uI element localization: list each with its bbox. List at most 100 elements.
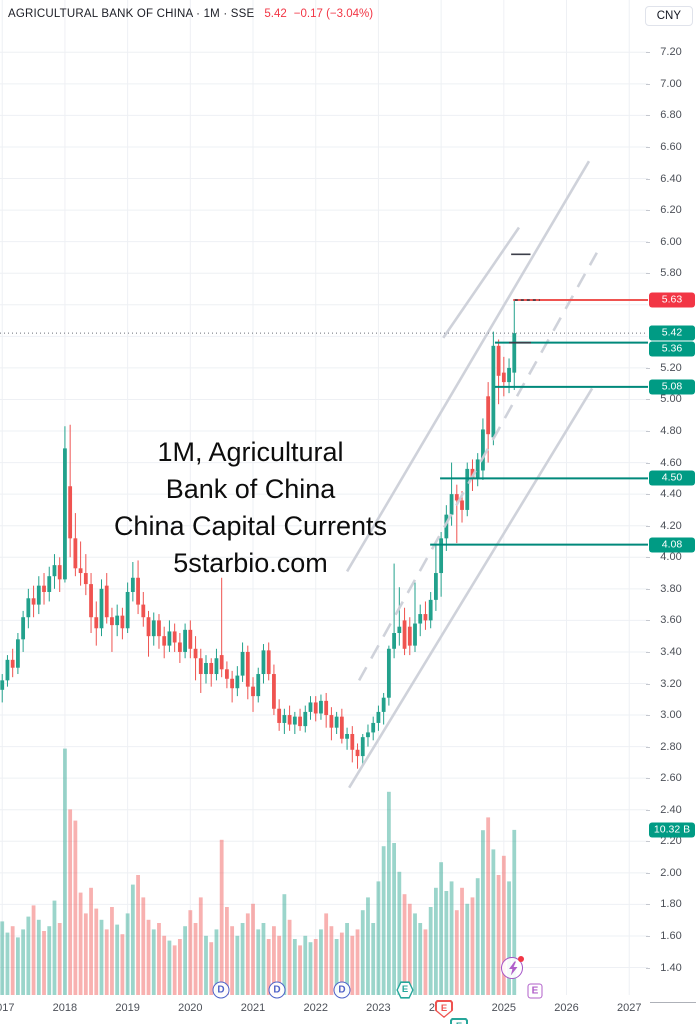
- price-axis-tick: [646, 494, 650, 496]
- price-axis-label: 1.60: [660, 929, 682, 942]
- time-axis-label: 2017: [0, 1002, 15, 1014]
- watermark-title: 1M, Agricultural Bank of China China Cap…: [88, 434, 413, 582]
- price-level-badge: 5.08: [649, 379, 695, 395]
- time-axis-label: 2020: [178, 1002, 203, 1014]
- time-axis-label: 2021: [240, 1002, 266, 1014]
- price-axis-label: 1.80: [660, 898, 682, 911]
- event-marker-d-icon[interactable]: D: [333, 981, 351, 999]
- event-marker-d-icon[interactable]: D: [212, 981, 230, 999]
- volume-bars: [0, 748, 517, 995]
- symbol-title[interactable]: AGRICULTURAL BANK OF CHINA · 1M · SSE: [8, 8, 255, 20]
- event-marker-e-icon[interactable]: E: [450, 1018, 468, 1024]
- price-axis-tick: [646, 178, 650, 180]
- price-axis-tick: [646, 557, 650, 559]
- price-level-badge: 5.63: [649, 292, 695, 308]
- price-axis-label: 4.60: [660, 456, 682, 469]
- ink-marks: [509, 253, 540, 344]
- event-marker-e-icon[interactable]: E: [527, 983, 543, 999]
- price-axis-label: 6.80: [660, 109, 682, 122]
- time-axis-label: 2027: [616, 1002, 642, 1014]
- watermark-line: Bank of China: [165, 474, 336, 504]
- price-axis-label: 3.20: [660, 677, 682, 690]
- price-axis-label: 7.20: [660, 46, 682, 59]
- price-axis-tick: [646, 904, 650, 906]
- price-axis-tick: [646, 52, 650, 54]
- price-axis-label: 4.40: [660, 488, 682, 501]
- price-axis-tick: [646, 241, 650, 243]
- price-axis-tick: [646, 115, 650, 117]
- price-axis-tick: [646, 525, 650, 527]
- price-axis-tick: [646, 872, 650, 874]
- price-axis-label: 6.20: [660, 204, 682, 217]
- price-axis-label: 3.60: [660, 614, 682, 627]
- watermark-line: China Capital Currents: [113, 511, 388, 541]
- price-axis-label: 1.40: [660, 961, 682, 974]
- price-axis-label: 3.00: [660, 709, 682, 722]
- trend-channel-lines: [345, 160, 598, 789]
- watermark-line: 5starbio.com: [173, 548, 328, 578]
- price-level-badge: 5.36: [649, 341, 695, 357]
- chart-legend: AGRICULTURAL BANK OF CHINA · 1M · SSE 5.4…: [8, 8, 373, 20]
- price-axis-tick: [646, 683, 650, 685]
- event-marker-e-icon[interactable]: E: [435, 1000, 453, 1018]
- price-axis-label: 6.00: [660, 235, 682, 248]
- price-axis-label: 2.00: [660, 866, 682, 879]
- price-axis-label: 4.00: [660, 551, 682, 564]
- price-axis-label: 5.20: [660, 361, 682, 374]
- price-axis-label: 5.00: [660, 393, 682, 406]
- lightning-event-icon[interactable]: [501, 956, 524, 979]
- price-axis-tick: [646, 273, 650, 275]
- price-axis-label: 4.20: [660, 519, 682, 532]
- price-axis-tick: [646, 588, 650, 590]
- price-axis-tick: [646, 967, 650, 969]
- time-axis-label: 2023: [366, 1002, 391, 1014]
- price-axis-tick: [646, 399, 650, 401]
- price-axis-tick: [646, 651, 650, 653]
- price-axis-tick: [646, 462, 650, 464]
- price-axis-tick: [646, 367, 650, 369]
- price-axis-tick: [646, 83, 650, 85]
- price-level-badge: 4.08: [649, 537, 695, 553]
- axis-corner-divider: [650, 1002, 696, 1003]
- time-axis-label: 2026: [554, 1002, 579, 1014]
- volume-badge: 10.32 B: [649, 822, 695, 838]
- price-axis-tick: [646, 620, 650, 622]
- last-price: 5.42: [264, 8, 287, 20]
- time-axis-label: 2019: [115, 1002, 140, 1014]
- price-axis-tick: [646, 778, 650, 780]
- price-axis-label: 2.80: [660, 740, 682, 753]
- price-axis-tick: [646, 809, 650, 811]
- price-axis-tick: [646, 715, 650, 717]
- current-price-badge: 5.42: [649, 325, 695, 341]
- price-level-badge: 4.50: [649, 470, 695, 486]
- watermark-line: 1M, Agricultural: [157, 437, 344, 467]
- price-axis-label: 5.80: [660, 267, 682, 280]
- time-axis-label: 2018: [52, 1002, 78, 1014]
- price-axis-tick: [646, 935, 650, 937]
- price-axis-tick: [646, 746, 650, 748]
- currency-button[interactable]: CNY: [644, 6, 693, 26]
- time-axis-label: 2022: [303, 1002, 328, 1014]
- price-axis-label: 3.80: [660, 582, 682, 595]
- price-axis-label: 7.00: [660, 77, 682, 90]
- price-axis-tick: [646, 841, 650, 843]
- price-axis-label: 3.40: [660, 645, 682, 658]
- price-axis-tick: [646, 146, 650, 148]
- price-change: −0.17 (−3.04%): [293, 8, 374, 20]
- candles: [0, 300, 517, 769]
- price-axis-label: 2.60: [660, 772, 682, 785]
- event-marker-d-icon[interactable]: D: [268, 981, 286, 999]
- time-axis-label: 2025: [491, 1002, 517, 1014]
- price-axis-label: 6.60: [660, 140, 682, 153]
- price-axis-label: 6.40: [660, 172, 682, 185]
- price-axis-label: 4.80: [660, 425, 682, 438]
- price-axis-label: 2.40: [660, 803, 682, 816]
- price-axis-tick: [646, 210, 650, 212]
- price-axis-label: 2.20: [660, 835, 682, 848]
- grid-lines: [0, 0, 648, 995]
- event-marker-e-icon[interactable]: E: [396, 981, 414, 999]
- price-axis-tick: [646, 431, 650, 433]
